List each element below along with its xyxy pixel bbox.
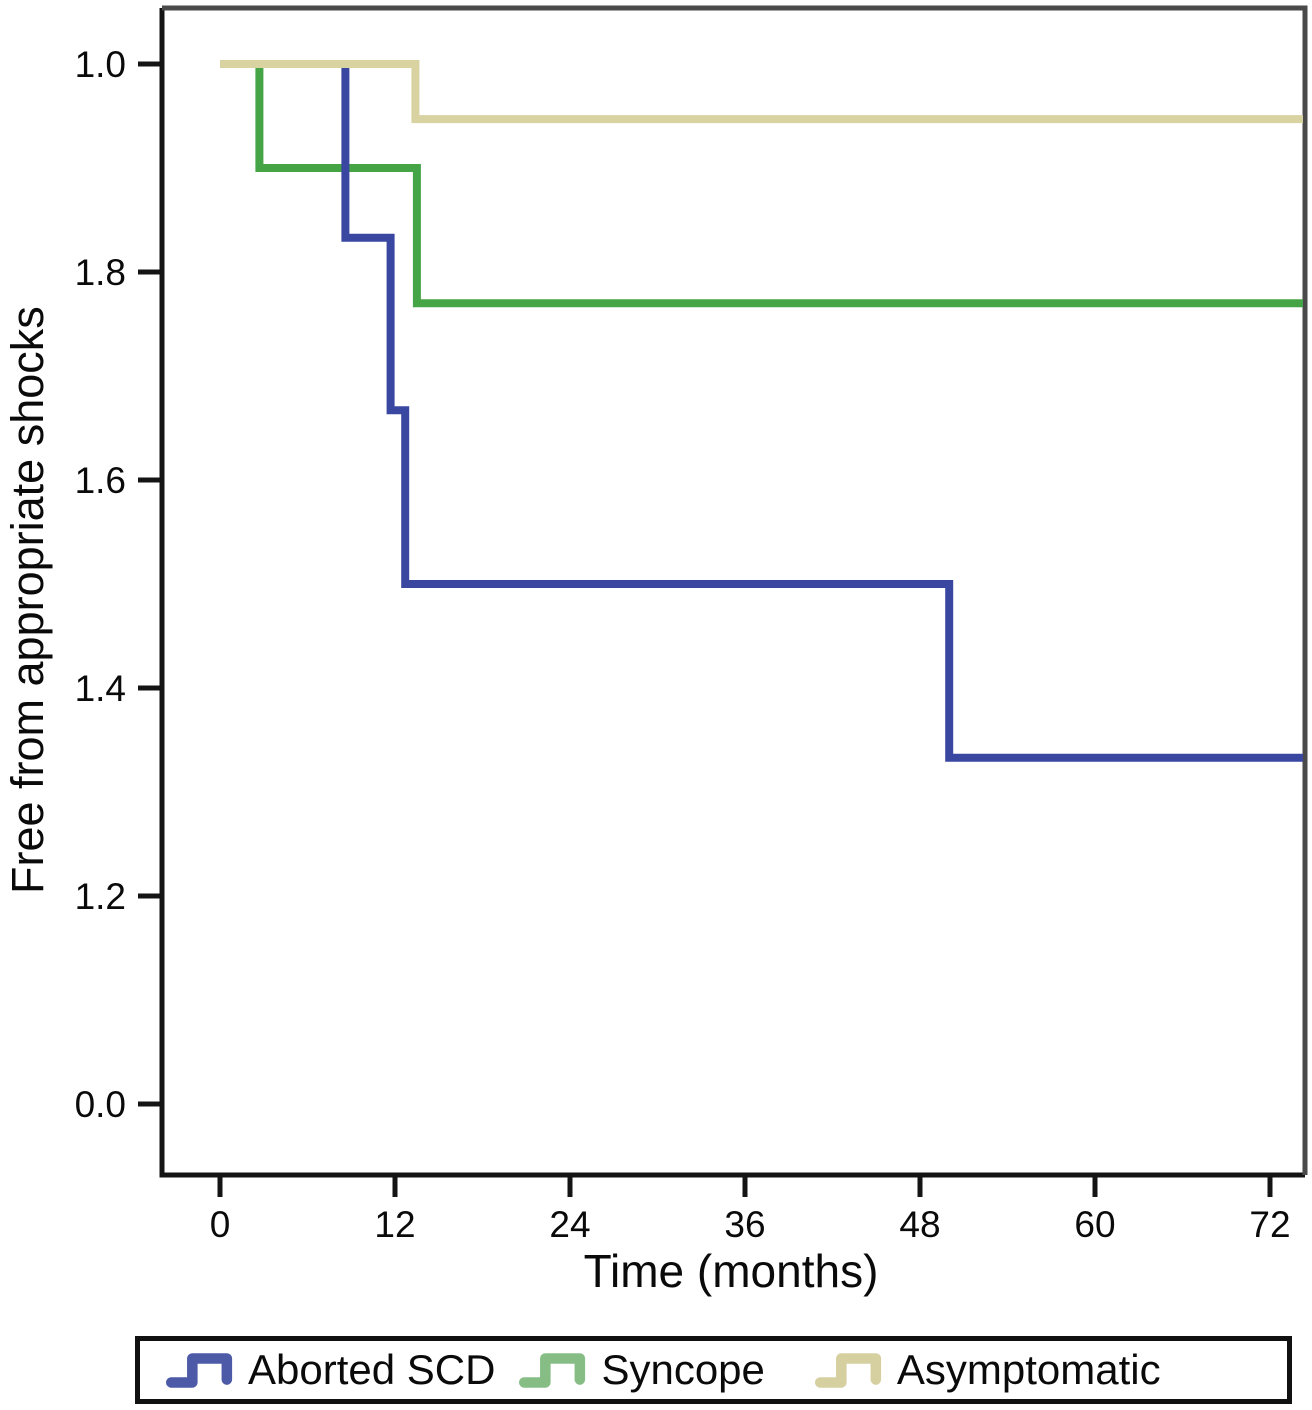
legend: Aborted SCD Syncope Asymptomatic	[135, 1336, 1292, 1404]
x-tick-label: 36	[724, 1204, 765, 1245]
legend-label-asymptomatic: Asymptomatic	[896, 1346, 1161, 1393]
y-axis-title: Free from appropriate shocks	[2, 306, 53, 894]
y-tick-label: 1.8	[75, 252, 126, 293]
x-tick-label: 48	[899, 1204, 940, 1245]
x-tick-label: 12	[374, 1204, 415, 1245]
km-plot-svg: 1.0 1.8 1.6 1.4 1.2 0.0 0 12 24 36 48 60 72	[75, 5, 1308, 1245]
x-tick-label: 0	[210, 1204, 231, 1245]
x-tick-label: 60	[1074, 1204, 1115, 1245]
y-tick-label: 1.2	[75, 876, 126, 917]
legend-label-syncope: Syncope	[601, 1346, 765, 1393]
y-tick-label: 1.6	[75, 460, 126, 501]
legend-item-aborted-scd: Aborted SCD	[160, 1346, 495, 1394]
legend-item-asymptomatic: Asymptomatic	[809, 1346, 1161, 1394]
x-axis-title: Time (months)	[583, 1245, 879, 1297]
x-tick-label: 24	[549, 1204, 590, 1245]
aborted-scd-step-swatch-icon	[165, 1353, 233, 1388]
y-tick-label: 1.4	[75, 668, 126, 709]
y-tick-label: 1.0	[75, 44, 126, 85]
x-tick-label: 72	[1249, 1204, 1290, 1245]
legend-item-syncope: Syncope	[513, 1346, 765, 1394]
curve-asymptomatic	[220, 60, 1303, 124]
legend-label-aborted-scd: Aborted SCD	[248, 1346, 496, 1393]
syncope-step-swatch-icon	[519, 1353, 586, 1388]
y-axis-ticks: 1.0 1.8 1.6 1.4 1.2 0.0	[75, 44, 162, 1125]
survival-curves	[220, 60, 1303, 762]
curve-aborted-scd	[220, 60, 1303, 762]
plot-border	[159, 5, 1308, 1178]
asymptomatic-step-swatch-icon	[814, 1353, 882, 1388]
x-axis-ticks: 0 12 24 36 48 60 72	[210, 1175, 1291, 1245]
curve-syncope	[220, 60, 1303, 308]
y-tick-label: 0.0	[75, 1084, 126, 1125]
